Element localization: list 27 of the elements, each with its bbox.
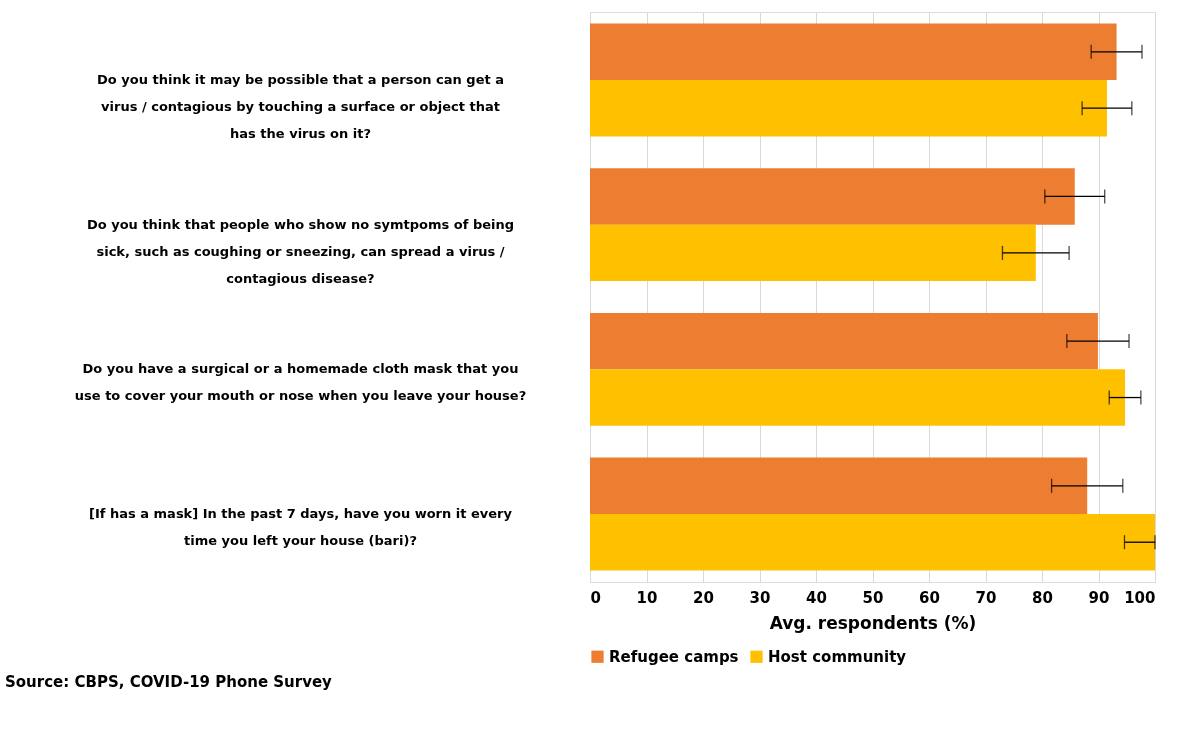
x-tick-label: 60 [919, 588, 940, 607]
bar [590, 79, 1107, 137]
y-tick-label: Do you think it may be possible that a person can get a virus / contagious by touching a surface or object that has the virus on it? [97, 71, 504, 141]
x-tick-label: 80 [1032, 588, 1053, 607]
x-tick-label: 90 [1088, 588, 1110, 607]
bar [590, 369, 1126, 426]
bar [590, 168, 1075, 225]
x-tick-label: 30 [749, 588, 771, 607]
source-note: Source: CBPS, COVID-19 Phone Survey [5, 673, 333, 691]
x-tick-label: 20 [693, 588, 714, 607]
legend-label: Refugee camps [609, 647, 739, 666]
bar [590, 312, 1098, 370]
x-tick-label: 50 [862, 588, 884, 607]
y-tick-label: [If has a mask] In the past 7 days, have you worn it every time you left your house (bari)? [89, 506, 513, 549]
x-tick-label: 70 [975, 588, 997, 607]
x-axis-title: Avg. respondents (%) [769, 612, 977, 633]
legend-label: Host community [768, 647, 907, 666]
x-tick-label: 0 [590, 588, 601, 607]
bar [590, 224, 1036, 282]
bar [590, 514, 1155, 571]
y-tick-label: Do you have a surgical or a homemade cloth mask that you use to cover your mouth or nose when you leave your house? [74, 361, 527, 404]
y-tick-label: Do you think that people who show no symtpoms of being sick, such as coughing or sneezing, can spread a virus / contagious disease? [86, 216, 515, 286]
bar [590, 23, 1117, 80]
bar [590, 457, 1088, 515]
x-tick-label: 10 [636, 588, 658, 607]
x-tick-label: 100 [1124, 588, 1156, 607]
x-tick-label: 40 [806, 588, 827, 607]
